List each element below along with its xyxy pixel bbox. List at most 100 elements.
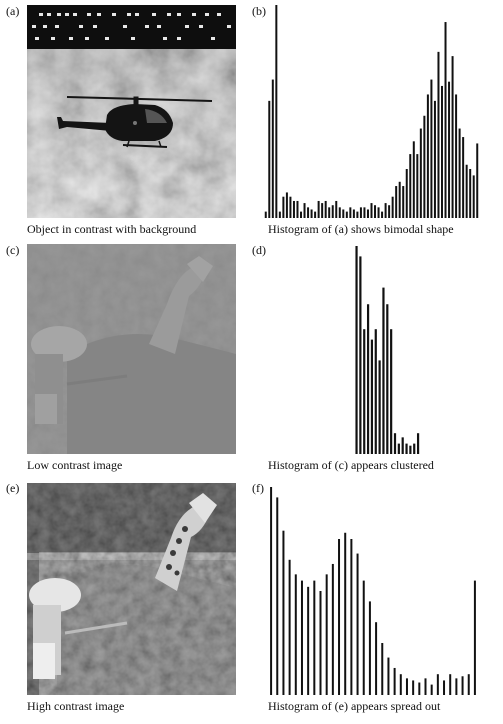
histogram-f-bar (294, 574, 297, 695)
histogram-b-bar (472, 175, 475, 218)
histogram-d (320, 246, 420, 454)
caption-b: Histogram of (a) shows bimodal shape (268, 222, 454, 236)
histogram-b-bar (419, 128, 422, 218)
helicopter-photo-icon (27, 5, 236, 218)
histogram-b-bar (264, 211, 267, 218)
histogram-d-bar (359, 256, 362, 454)
histogram-f-bar (368, 601, 371, 695)
histogram-b-bar (405, 169, 408, 218)
histogram-f-bar (307, 586, 310, 695)
histogram-f-bar (356, 553, 359, 695)
histogram-f-bar (443, 680, 446, 695)
histogram-f-bar (282, 530, 285, 695)
panel-letter-c: (c) (6, 243, 20, 257)
histogram-b-bar (423, 115, 426, 218)
histogram-f-bar (331, 563, 334, 695)
histogram-b-bar (300, 211, 303, 218)
histogram-b-bar (465, 164, 468, 218)
histogram-f-bar (300, 580, 303, 695)
histogram-b (264, 5, 479, 219)
histogram-f-bar (424, 678, 427, 695)
histogram-b-bar (444, 22, 447, 218)
histogram-b-bar (314, 211, 317, 218)
histogram-b-bar (448, 81, 451, 219)
histogram-b-bar (440, 85, 443, 218)
histogram-f-bar (418, 682, 421, 695)
histogram-b-bar (324, 200, 327, 218)
histogram-b-bar (275, 5, 278, 218)
histogram-b-bar (342, 209, 345, 218)
histogram-d-bar (386, 304, 389, 454)
histogram-f-bar (270, 487, 273, 695)
histogram-b-bar (416, 154, 419, 218)
histogram-f-bar (375, 622, 378, 695)
caption-f: Histogram of (e) appears spread out (268, 699, 441, 713)
histogram-b-bar (476, 143, 479, 218)
histogram-f-bar (399, 674, 402, 695)
giraffe-low-contrast-photo-icon (27, 244, 236, 454)
histogram-b-bar (359, 207, 362, 218)
histogram-d-bar (393, 433, 397, 454)
histogram-b-bar (345, 211, 348, 218)
histogram-f-bar (412, 680, 415, 695)
histogram-b-bar (430, 79, 433, 218)
histogram-f-bar (436, 674, 439, 695)
histogram-f-bar (362, 580, 365, 695)
histogram-b-bar (363, 207, 366, 218)
histogram-b-bar (321, 203, 324, 218)
panel-letter-d: (d) (252, 243, 266, 257)
histogram-f-bar (449, 674, 452, 695)
histogram-f-bar (405, 678, 408, 695)
low-contrast-giraffe-image (27, 244, 236, 454)
histogram-f-bar (350, 539, 353, 695)
histogram-f-bar (461, 676, 464, 695)
histogram-b-bar (356, 211, 359, 218)
histogram-f-bar (473, 580, 476, 695)
histogram-b-bar (469, 169, 472, 218)
histogram-d-bar (390, 329, 393, 454)
caption-d: Histogram of (c) appears clustered (268, 458, 434, 472)
histogram-d-bar (401, 437, 404, 454)
histogram-b-bar (310, 209, 313, 218)
histogram-f-bar (387, 657, 390, 695)
histogram-b-bar (307, 207, 310, 218)
caption-e: High contrast image (27, 699, 125, 713)
giraffe-high-contrast-photo-icon (27, 483, 236, 695)
panel-letter-a: (a) (6, 4, 20, 18)
histogram-b-bar (451, 56, 454, 219)
histogram-b-bar (395, 186, 398, 218)
histogram-b-bar (285, 192, 288, 218)
histogram-d-bar (366, 304, 370, 454)
histogram-b-bar (331, 205, 334, 218)
histogram-b-bar (377, 207, 380, 218)
histogram-b-bar (289, 196, 292, 218)
histogram-d-bar (405, 443, 408, 454)
histogram-f-bar (288, 559, 291, 695)
histogram-b-bar (384, 203, 387, 218)
histogram-b-bar (426, 94, 429, 218)
histogram-b-bar (292, 200, 295, 218)
histogram-d-bar (355, 246, 358, 454)
histogram-d-bar (413, 443, 416, 454)
histogram-b-bar (412, 141, 415, 218)
histogram-b-bar (398, 181, 401, 218)
histogram-f-bar (455, 678, 458, 695)
histogram-b-bar (328, 207, 331, 218)
histogram-f-bar (276, 497, 279, 695)
histogram-b-bar (366, 209, 369, 218)
histogram-b-bar (381, 211, 384, 218)
histogram-f-bar (325, 574, 328, 695)
helicopter-image (27, 5, 236, 218)
histogram-f-bar (344, 532, 347, 695)
histogram-b-bar (437, 51, 440, 218)
histogram-b-bar (462, 137, 465, 218)
histogram-f-bar (393, 667, 396, 695)
histogram-f-bar (467, 674, 470, 695)
histogram-b-bar (455, 94, 458, 218)
histogram-b-bar (296, 200, 299, 218)
histogram-b-bar (391, 196, 394, 218)
histogram-b-bar (458, 128, 461, 218)
histogram-d-bar (370, 339, 374, 454)
histogram-b-bar (370, 203, 373, 218)
histogram-b-bar (409, 154, 412, 218)
